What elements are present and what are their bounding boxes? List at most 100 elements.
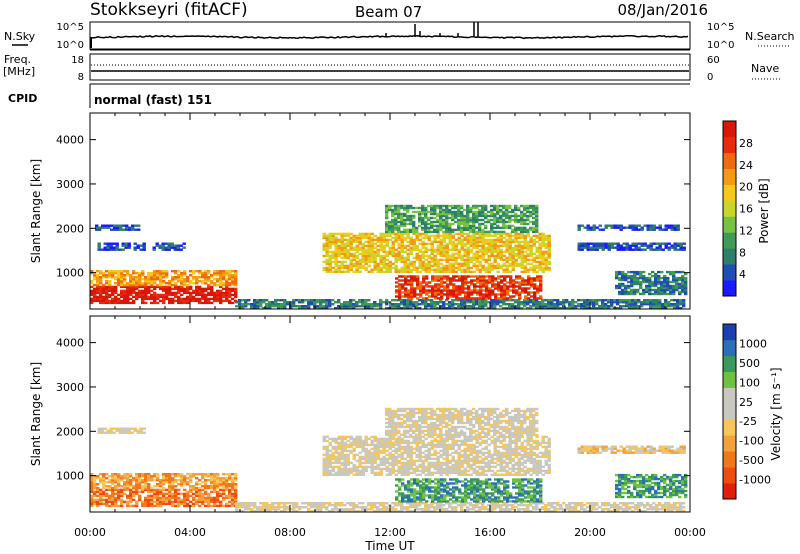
colorbar-swatch [723,136,736,154]
data-cell [681,288,685,292]
data-cell [97,431,101,434]
data-cell [364,250,368,254]
data-cell [204,500,208,504]
data-cell [307,502,311,505]
data-cell [550,299,554,302]
data-cell [454,260,458,264]
data-cell [595,226,599,229]
data-cell [436,248,440,252]
data-cell [475,214,479,218]
data-cell [479,295,483,298]
data-cell [114,498,118,502]
data-cell [138,477,142,480]
data-cell [457,504,461,507]
data-cell [328,270,332,273]
data-cell [446,275,450,278]
data-cell [466,220,470,224]
colorbar-tick-label: 20 [739,181,753,194]
data-cell [431,295,435,298]
data-cell [283,506,287,509]
data-cell [424,226,428,230]
data-cell [533,295,537,298]
data-cell [114,502,118,506]
data-cell [144,280,148,283]
data-cell [517,254,521,258]
data-cell [397,232,401,236]
data-cell [658,228,662,231]
data-cell [409,216,413,220]
data-cell [382,260,386,264]
data-cell [469,238,473,242]
data-cell [505,216,509,220]
data-cell [454,238,458,242]
data-cell [598,299,602,302]
data-cell [418,307,422,310]
data-cell [162,479,166,482]
data-cell [114,291,118,295]
data-cell [343,244,347,248]
data-cell [238,504,242,507]
data-cell [265,303,269,306]
data-cell [508,246,512,250]
data-cell [198,488,202,492]
data-cell [117,488,121,492]
data-cell [117,299,121,303]
data-cell [616,246,620,249]
data-cell [153,500,157,504]
data-cell [379,266,383,270]
data-cell [96,278,100,281]
data-cell [524,291,528,294]
data-cell [210,481,214,484]
data-cell [210,496,214,500]
data-cell [640,242,644,245]
data-cell [436,226,440,230]
data-cell [518,277,522,280]
data-cell [469,305,473,308]
data-cell [186,299,190,303]
data-cell [108,475,112,478]
colorbar-swatch [723,152,736,170]
data-cell [508,224,512,228]
data-cell [509,279,513,282]
data-cell [385,230,389,234]
data-cell [346,242,350,246]
data-cell [451,258,455,262]
data-cell [628,224,632,227]
data-cell [277,303,281,306]
data-cell [111,473,115,476]
data-cell [100,427,104,430]
data-cell [234,498,238,502]
data-cell [478,238,482,242]
data-cell [535,299,539,302]
data-cell [467,281,471,284]
data-cell [529,268,533,271]
data-cell [487,256,491,260]
data-cell [367,246,371,250]
data-cell [630,280,634,284]
data-cell [183,500,187,504]
data-cell [604,226,608,229]
data-cell [520,502,524,505]
data-cell [403,307,407,310]
data-cell [460,256,464,260]
data-cell [476,279,480,282]
data-cell [625,299,629,302]
data-cell [183,488,187,492]
data-cell [406,299,410,302]
data-cell [442,230,446,234]
data-cell [445,216,449,220]
data-cell [159,479,163,482]
data-cell [523,508,527,511]
data-cell [427,238,431,242]
data-cell [225,274,229,277]
data-cell [457,204,461,208]
data-cell [355,254,359,258]
data-cell [571,307,575,310]
data-cell [349,299,353,302]
data-cell [496,254,500,258]
data-cell [126,486,130,490]
data-cell [174,270,178,273]
data-cell [150,280,154,283]
data-cell [518,293,522,296]
